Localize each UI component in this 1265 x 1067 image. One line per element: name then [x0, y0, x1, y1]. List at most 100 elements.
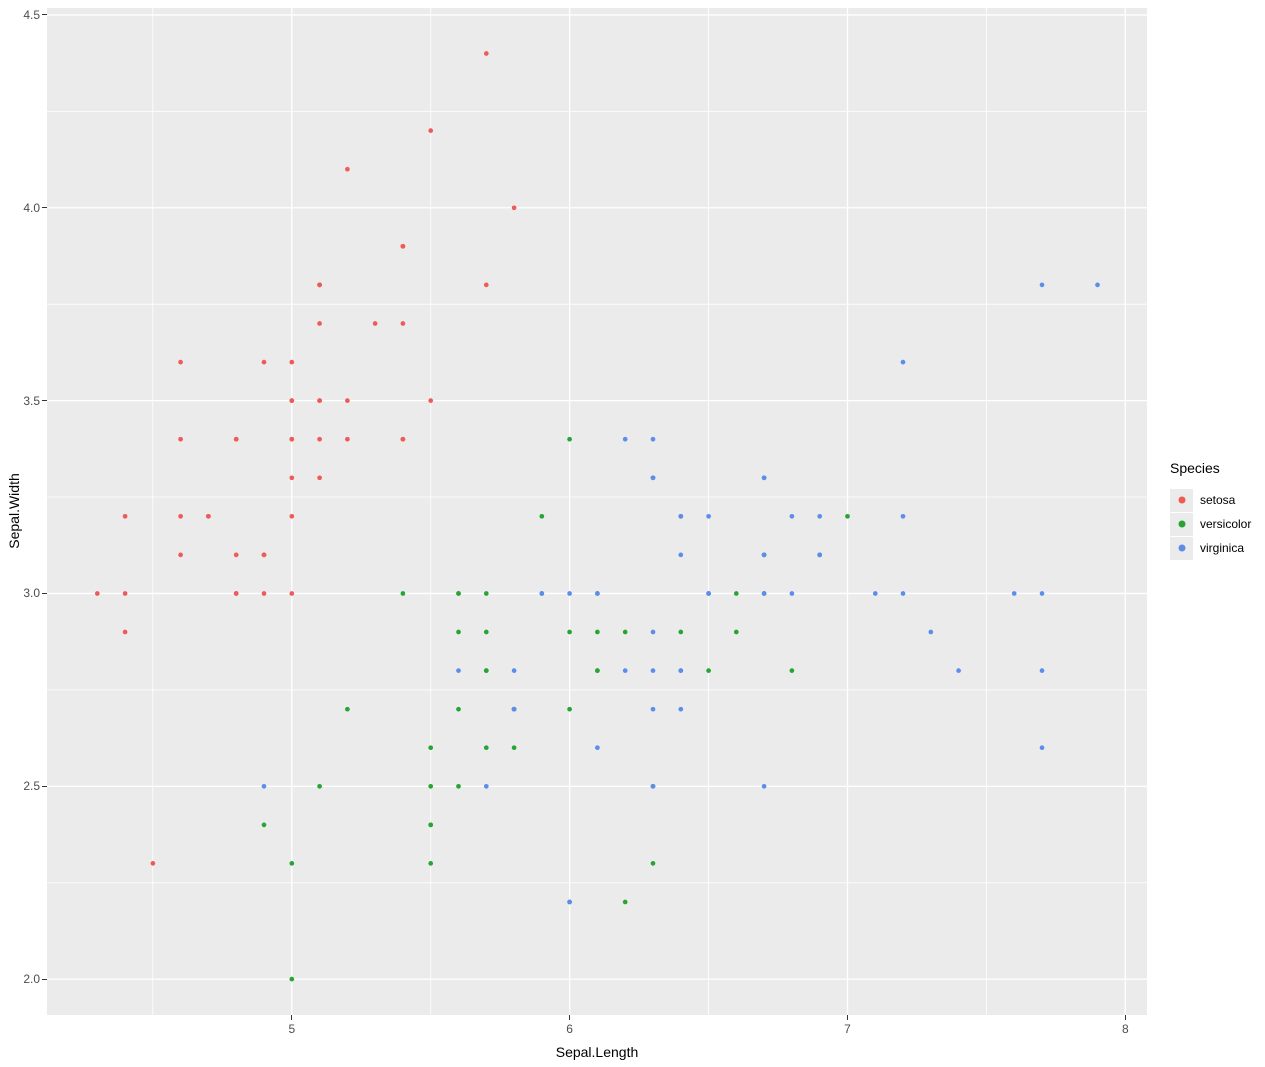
data-point-setosa [233, 591, 239, 596]
data-point-setosa [150, 861, 156, 866]
data-point-versicolor [650, 861, 656, 866]
data-point-virginica [567, 899, 572, 905]
data-point-setosa [483, 51, 489, 56]
y-tick-label: 4.5 [23, 7, 40, 22]
data-point-virginica [761, 591, 767, 596]
data-point-versicolor [539, 513, 545, 519]
data-point-setosa [317, 475, 322, 481]
data-point-virginica [650, 629, 656, 635]
data-point-setosa [289, 591, 295, 596]
data-point-setosa [345, 398, 350, 403]
data-point-virginica [761, 783, 767, 789]
data-point-setosa [233, 436, 239, 442]
plot-canvas [47, 8, 1147, 1015]
data-point-virginica [900, 591, 906, 596]
data-point-virginica [622, 436, 628, 442]
data-point-versicolor [733, 629, 739, 635]
data-point-setosa [178, 513, 183, 519]
data-point-versicolor [317, 783, 322, 789]
y-tick-mark [42, 207, 47, 209]
data-point-virginica [622, 668, 628, 673]
data-point-setosa [345, 436, 350, 442]
data-point-setosa [317, 398, 322, 403]
data-point-versicolor [456, 591, 461, 596]
data-point-virginica [1039, 282, 1045, 288]
data-point-setosa [206, 513, 211, 519]
data-point-setosa [400, 321, 406, 326]
data-point-virginica [456, 668, 461, 673]
legend-swatch-virginica [1178, 544, 1185, 552]
data-point-setosa [261, 552, 267, 558]
data-point-versicolor [483, 629, 489, 635]
legend-title: Species [1170, 460, 1220, 476]
legend-key [1170, 488, 1193, 512]
data-point-versicolor [261, 822, 267, 828]
data-point-virginica [1039, 668, 1045, 673]
data-point-versicolor [567, 436, 572, 442]
data-point-virginica [650, 475, 656, 481]
data-point-virginica [706, 513, 711, 519]
data-point-virginica [511, 668, 517, 673]
data-point-setosa [428, 398, 434, 403]
y-tick-label: 2.0 [23, 972, 40, 987]
legend-item-versicolor: versicolor [1170, 512, 1251, 536]
data-point-virginica [678, 513, 684, 519]
data-point-setosa [178, 552, 183, 558]
data-point-versicolor [622, 629, 628, 635]
data-point-virginica [706, 591, 711, 596]
data-point-setosa [178, 436, 183, 442]
data-point-virginica [1095, 282, 1100, 288]
legend-label: setosa [1200, 493, 1236, 507]
data-point-virginica [789, 591, 795, 596]
y-tick-label: 4.0 [23, 200, 40, 215]
data-point-versicolor [706, 668, 711, 673]
data-point-versicolor [456, 783, 461, 789]
legend-label: virginica [1200, 541, 1245, 555]
data-point-virginica [956, 668, 961, 673]
data-point-setosa [178, 359, 183, 365]
data-point-versicolor [289, 861, 295, 866]
y-tick-mark [42, 400, 47, 402]
data-point-versicolor [511, 745, 517, 751]
data-point-setosa [317, 436, 322, 442]
data-point-versicolor [456, 706, 461, 712]
legend-item-virginica: virginica [1170, 536, 1251, 560]
data-point-setosa [122, 591, 128, 596]
data-point-setosa [317, 321, 322, 326]
data-point-virginica [595, 745, 600, 751]
y-tick-label: 3.0 [23, 586, 40, 601]
y-tick-mark [42, 592, 47, 594]
y-tick-mark [42, 14, 47, 16]
x-tick-label: 7 [844, 1022, 851, 1036]
data-point-versicolor [345, 706, 350, 712]
data-point-virginica [817, 513, 823, 519]
data-point-setosa [289, 436, 295, 442]
data-point-versicolor [733, 591, 739, 596]
data-point-virginica [1039, 745, 1045, 751]
data-point-virginica [761, 552, 767, 558]
data-point-setosa [428, 128, 434, 133]
y-tick-mark [42, 978, 47, 980]
data-point-versicolor [678, 629, 684, 635]
data-point-setosa [94, 591, 100, 596]
data-point-versicolor [483, 668, 489, 673]
y-tick-label: 2.5 [23, 779, 40, 794]
data-point-setosa [261, 591, 267, 596]
data-point-versicolor [400, 591, 406, 596]
data-point-setosa [122, 513, 128, 519]
data-point-versicolor [428, 783, 434, 789]
data-point-setosa [289, 398, 295, 403]
data-point-setosa [483, 282, 489, 288]
data-point-versicolor [567, 629, 572, 635]
data-point-versicolor [428, 822, 434, 828]
data-point-setosa [511, 205, 517, 211]
data-point-virginica [261, 783, 267, 789]
data-point-setosa [317, 282, 322, 288]
legend-swatch-setosa [1178, 496, 1185, 504]
data-point-versicolor [595, 629, 600, 635]
legend-item-setosa: setosa [1170, 488, 1251, 512]
legend-items: setosa versicolor virginica [1170, 488, 1251, 560]
data-point-versicolor [595, 668, 600, 673]
legend-key [1170, 536, 1193, 560]
